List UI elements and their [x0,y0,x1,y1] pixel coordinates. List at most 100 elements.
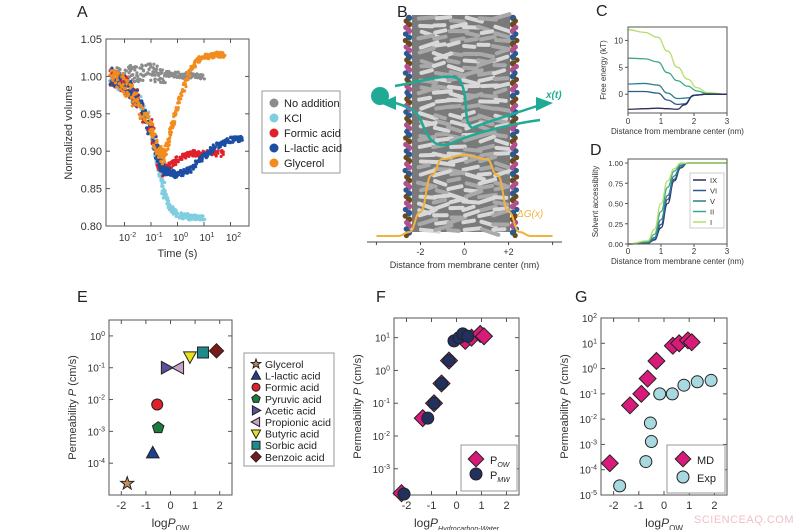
panel-e-permeability-chart: 10-4 10-3 10-2 10-1 100 -2 -1 0 1 2 logPOW Permeabi… [67,319,335,530]
tick-label: 10-3 [88,426,105,438]
lipid-tail [432,193,452,199]
data-point [203,217,207,221]
lipid-tail [449,170,467,177]
tick-label: 100 [582,364,597,376]
data-point [231,140,235,144]
lipid-tail [461,199,479,205]
tick-label: 0 [626,117,631,126]
lipid-tail [432,125,451,133]
lipid-tail [476,24,491,32]
data-point [128,83,132,87]
lipid-tail [461,164,480,172]
marker-circle [613,479,627,493]
lipid-tail [479,151,497,158]
marker-circle [644,435,658,449]
tick-label: 2 [711,500,717,512]
lipid-tail [477,70,496,77]
data-point [161,80,165,85]
tick-label: 0 [619,90,624,99]
data-point [135,99,139,103]
tick-label: 10-1 [88,363,105,375]
marker-circle [151,398,164,411]
data-point [166,147,170,151]
lipid-tail [449,119,471,129]
lipid-tail [419,68,434,75]
tick-label: 10 [614,36,623,45]
series-II [627,57,728,95]
data-point [149,132,153,137]
data-point [148,62,152,66]
lipid-tail [433,51,454,61]
panel-label-G: G [575,289,587,306]
lipid-tail [418,152,437,158]
lipid-tail [493,180,508,188]
data-point [188,168,192,172]
data-point [131,100,135,104]
marker-diamond [467,450,485,468]
marker-triangle-up [145,445,160,459]
series-glycerol [108,50,227,166]
data-point [190,66,195,70]
lipid-tail [464,172,486,182]
lipid-tail [493,161,513,171]
data-point [181,217,185,221]
marker-diamond [674,450,692,468]
tick-label: 10-1 [580,389,597,401]
arrow-right-icon [536,97,553,111]
lipid-tail [493,150,515,156]
data-point [151,127,155,131]
tick-label: 10-2 [580,414,597,426]
y-axis-label: Solvent accessibility [591,166,600,238]
lipid-tail [449,134,466,143]
lipid-tail [493,81,511,89]
panel-label-C: C [596,3,608,20]
x-axis-label: Distance from membrane center (nm) [611,257,744,266]
data-point [140,64,144,68]
data-point [120,89,125,93]
legend-label: VI [710,187,717,196]
panel-f-permeability-hydrocarbon-chart: 10-3 10-2 10-1 100 101 -2 -1 0 1 2logPHydrocarbon… [352,317,520,530]
legend-swatch [269,113,279,123]
lipid-tail [431,60,446,68]
data-point [197,59,201,63]
lipid-tail [462,65,479,71]
data-point [176,70,180,74]
lipid-tail [494,37,514,44]
marker-circle [653,387,667,401]
data-point [213,145,217,149]
lipid-tail [476,57,497,68]
data-point [142,117,146,121]
lipid-tail [464,15,484,24]
x-axis-label: Distance from membrane center (nm) [611,127,744,136]
data-point [118,67,122,72]
data-point [167,140,172,144]
data-point [113,81,118,85]
panel-a-volume-chart: 0.80 0.85 0.90 0.95 1.00 1.05 10-2 10-1 100 101 10… [63,34,342,260]
lipid-headgroup [509,203,517,210]
plot-frame [627,26,728,114]
tick-label: 0 [167,500,173,512]
data-point [130,104,134,108]
data-point [133,80,137,84]
lipid-tail [476,195,496,205]
data-point [221,150,225,154]
marker-diamond [250,450,262,463]
tick-label: -1 [427,500,437,512]
data-point [175,159,180,163]
tick-label: -2 [402,500,412,512]
legend-g: MD Exp [666,444,726,494]
legend-label: POW [490,455,511,469]
data-point [206,152,210,156]
lipid-tail [446,64,465,73]
lipid-tail [492,87,508,96]
lipid-tail [478,52,495,59]
data-point [162,157,166,161]
data-point [150,73,154,77]
lipid-tail [476,183,495,191]
lipid-tail [463,36,479,43]
data-point [239,137,243,141]
lipid-tail [434,131,449,137]
tick-label: 3 [725,247,730,256]
lipid-headgroup [402,213,408,219]
data-point [163,148,168,152]
